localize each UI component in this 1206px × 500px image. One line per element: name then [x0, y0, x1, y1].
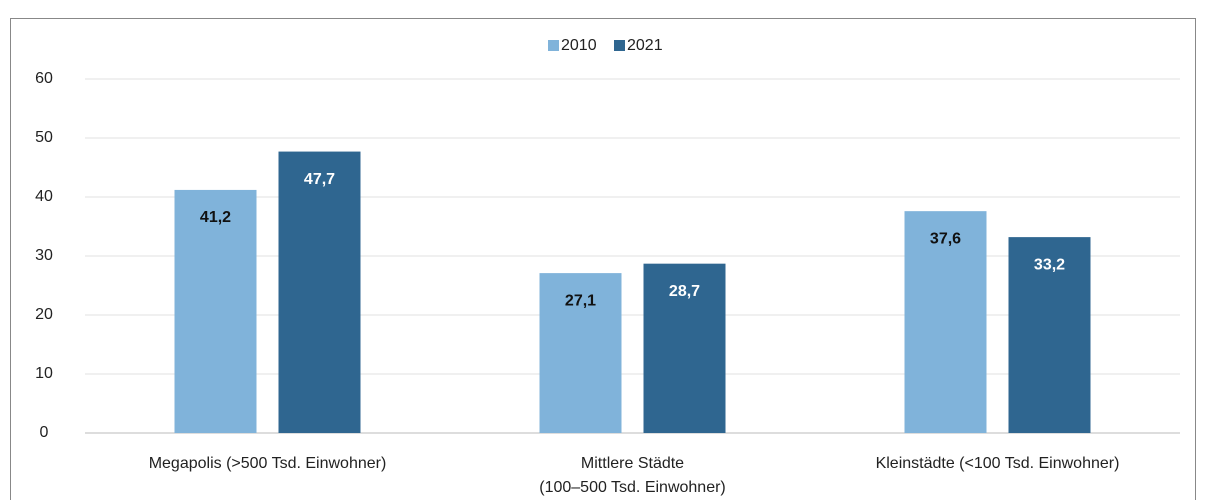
bar [643, 263, 726, 433]
value-label: 28,7 [669, 283, 700, 300]
y-tick-label: 0 [40, 424, 49, 441]
bar [539, 273, 622, 433]
value-label: 47,7 [304, 171, 335, 188]
value-label: 27,1 [565, 292, 596, 309]
value-label: 37,6 [930, 230, 961, 247]
bar [174, 189, 257, 433]
y-tick-label: 30 [35, 247, 53, 264]
x-tick-label: Mittlere Städte (100–500 Tsd. Einwohner) [539, 455, 726, 496]
legend-label: 2021 [627, 37, 663, 54]
bar [278, 151, 361, 433]
y-tick-label: 10 [35, 365, 53, 382]
x-tick-label: Kleinstädte (<100 Tsd. Einwohner) [876, 455, 1120, 472]
bar [1008, 237, 1091, 433]
legend-swatch [614, 40, 625, 51]
legend-label: 2010 [561, 37, 597, 54]
x-tick-label: Megapolis (>500 Tsd. Einwohner) [149, 455, 387, 472]
y-tick-label: 40 [35, 188, 53, 205]
y-tick-label: 60 [35, 70, 53, 87]
value-label: 33,2 [1034, 256, 1065, 273]
y-tick-label: 20 [35, 306, 53, 323]
legend-swatch [548, 40, 559, 51]
y-tick-label: 50 [35, 129, 53, 146]
value-label: 41,2 [200, 209, 231, 226]
bar [904, 211, 987, 433]
